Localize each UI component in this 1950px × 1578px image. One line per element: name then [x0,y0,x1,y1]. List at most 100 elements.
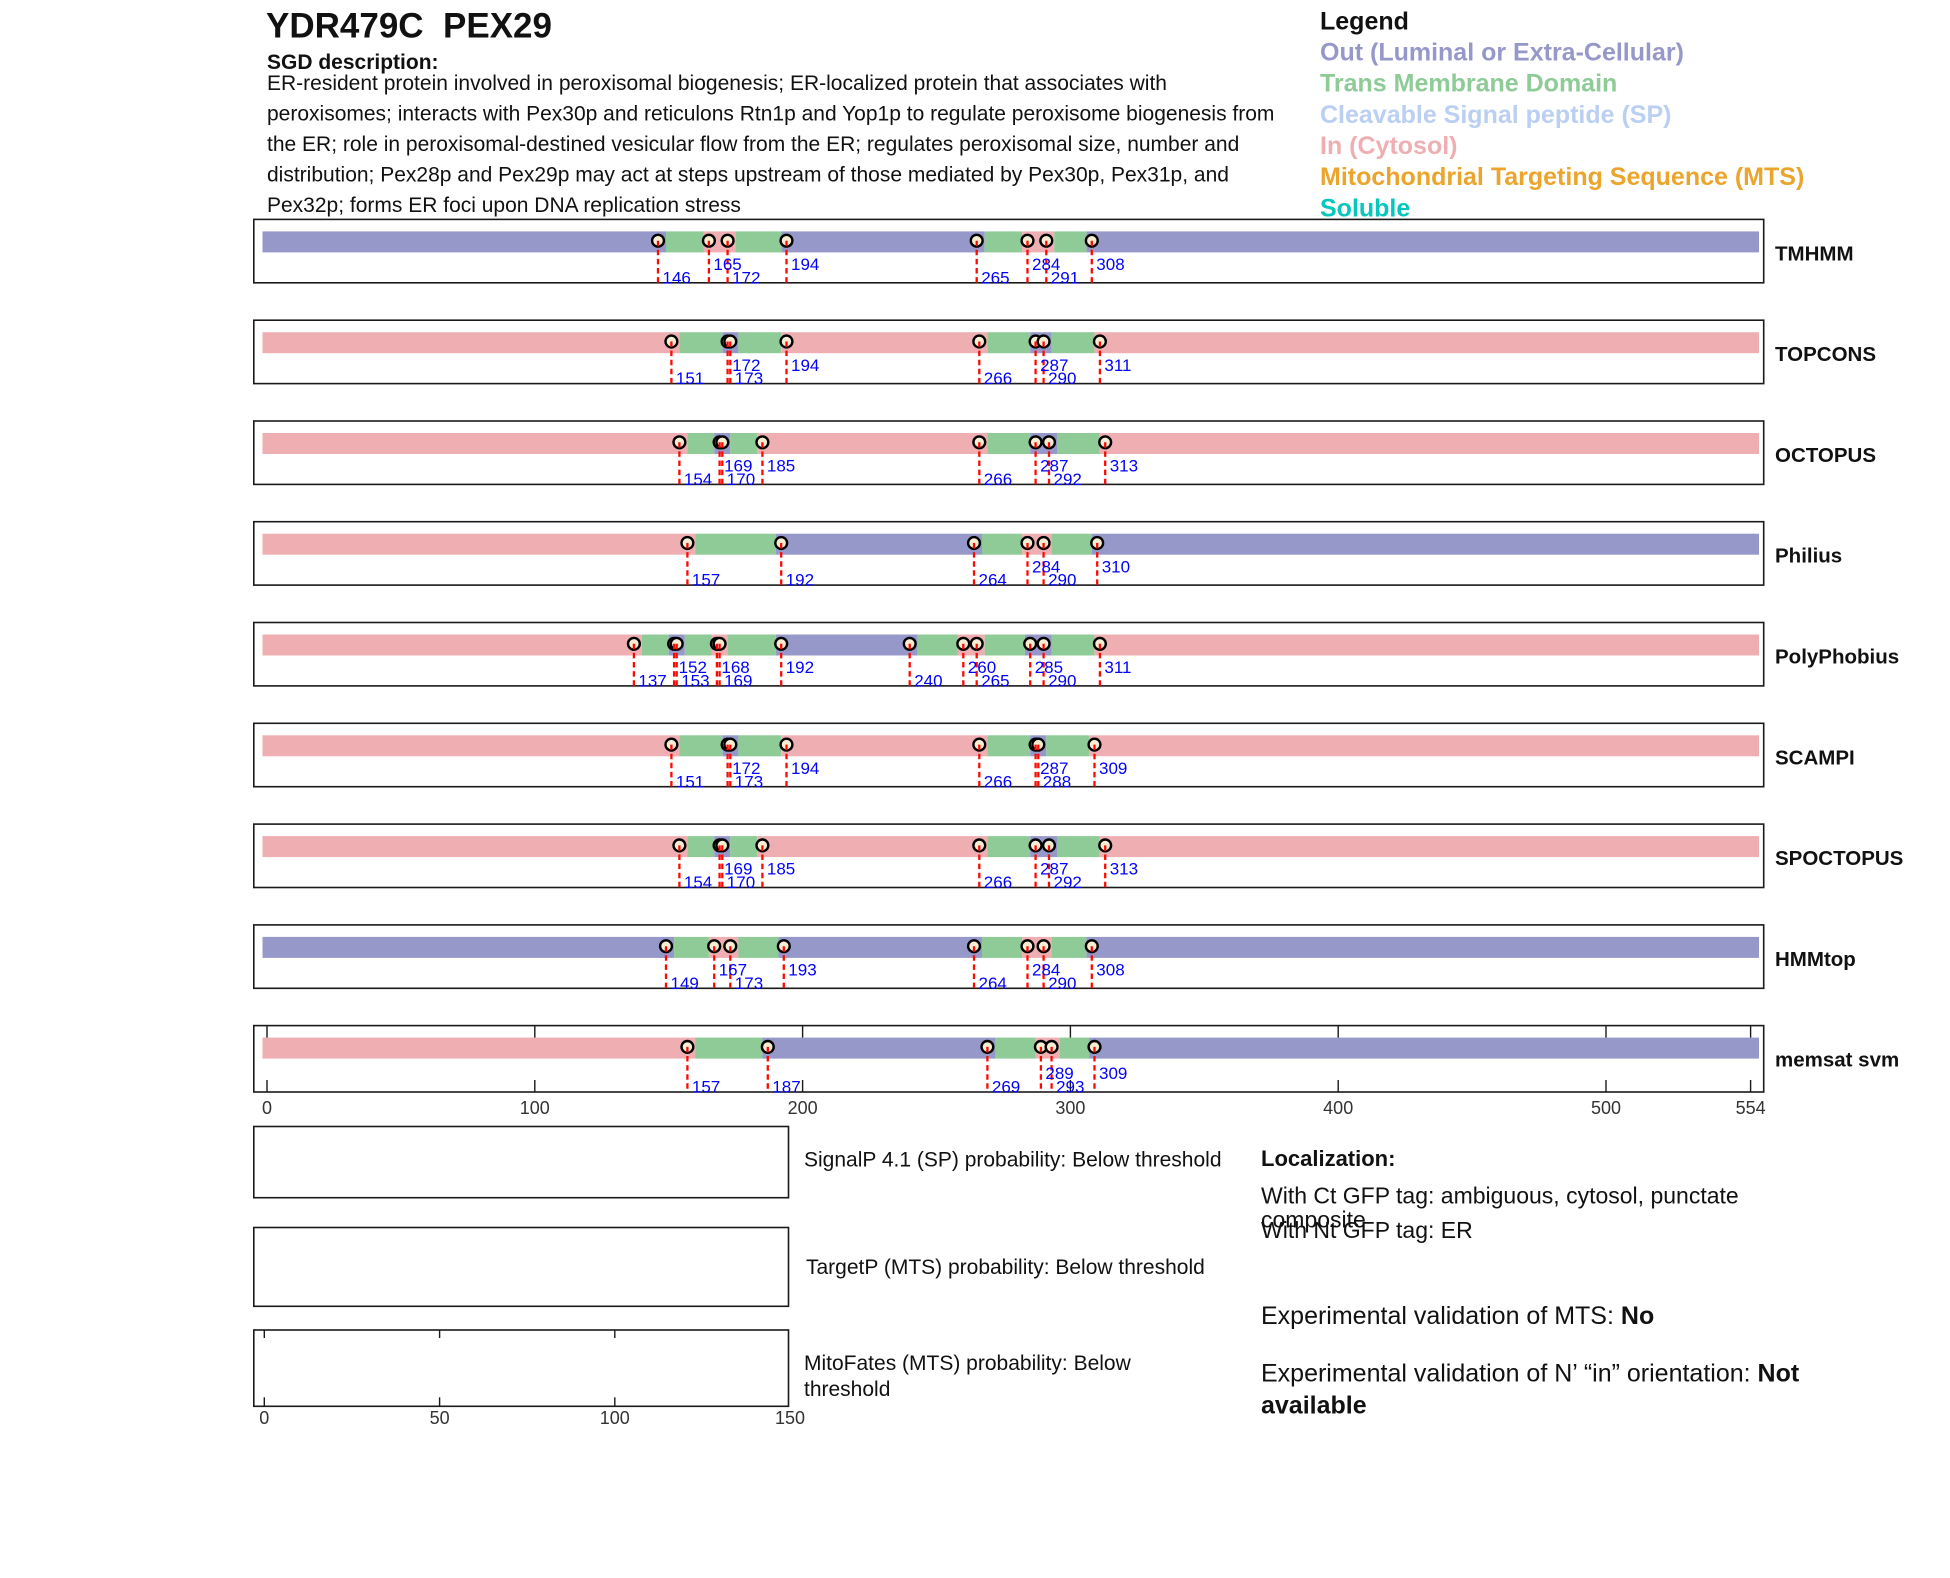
svg-text:285: 285 [1035,658,1063,677]
svg-text:266: 266 [984,369,1012,388]
svg-text:151: 151 [676,772,704,791]
svg-text:SPOCTOPUS: SPOCTOPUS [1775,847,1903,870]
svg-text:157: 157 [692,1078,720,1097]
svg-text:TMHMM: TMHMM [1775,242,1854,265]
svg-text:311: 311 [1104,356,1131,375]
svg-text:peroxisomes; interacts with Pe: peroxisomes; interacts with Pex30p and r… [267,103,1274,126]
svg-text:311: 311 [1104,658,1131,677]
svg-text:169: 169 [724,672,752,691]
svg-text:500: 500 [1591,1098,1621,1118]
svg-text:151: 151 [676,369,704,388]
svg-text:composite: composite [1261,1207,1366,1233]
svg-text:152: 152 [679,658,707,677]
svg-text:100: 100 [520,1098,550,1118]
svg-text:193: 193 [788,961,816,980]
svg-text:the ER; role in peroxisomal-de: the ER; role in peroxisomal-destined ves… [267,133,1239,156]
svg-text:290: 290 [1048,672,1076,691]
svg-text:309: 309 [1099,1064,1127,1083]
svg-text:200: 200 [788,1098,818,1118]
svg-text:146: 146 [663,268,691,287]
svg-text:192: 192 [786,571,814,590]
svg-text:240: 240 [914,672,942,691]
svg-text:153: 153 [681,672,709,691]
svg-text:MitoFates (MTS) probability: B: MitoFates (MTS) probability: Below [804,1352,1132,1375]
svg-text:TargetP (MTS) probability: Bel: TargetP (MTS) probability: Below thresho… [806,1256,1205,1279]
svg-text:threshold: threshold [804,1378,890,1401]
svg-text:167: 167 [719,961,747,980]
svg-text:185: 185 [767,860,795,879]
svg-text:290: 290 [1048,369,1076,388]
svg-text:memsat svm: memsat svm [1775,1049,1899,1072]
svg-text:Experimental validation of MTS: Experimental validation of MTS: No [1261,1302,1654,1330]
svg-text:170: 170 [727,470,755,489]
svg-text:0: 0 [262,1098,272,1118]
svg-text:165: 165 [713,255,741,274]
svg-text:SCAMPI: SCAMPI [1775,746,1855,769]
svg-text:173: 173 [735,772,763,791]
svg-text:With Ct GFP tag: ambiguous, cy: With Ct GFP tag: ambiguous, cytosol, pun… [1261,1183,1739,1209]
svg-text:100: 100 [600,1408,630,1428]
svg-text:194: 194 [791,759,819,778]
svg-text:264: 264 [979,974,1007,993]
svg-text:266: 266 [984,470,1012,489]
svg-text:169: 169 [724,457,752,476]
svg-text:554: 554 [1736,1098,1766,1118]
svg-text:287: 287 [1040,860,1068,879]
svg-text:YDR479C PEX29: YDR479C PEX29 [266,7,552,46]
svg-text:available: available [1261,1392,1367,1420]
svg-text:ER-resident protein involved i: ER-resident protein involved in peroxiso… [267,72,1167,95]
svg-text:SGD description:: SGD description: [267,51,439,74]
svg-text:OCTOPUS: OCTOPUS [1775,444,1876,467]
svg-text:173: 173 [735,974,763,993]
svg-text:Cleavable Signal peptide (SP): Cleavable Signal peptide (SP) [1320,101,1671,129]
svg-text:269: 269 [992,1078,1020,1097]
svg-text:169: 169 [724,860,752,879]
svg-text:290: 290 [1048,571,1076,590]
svg-text:154: 154 [684,470,712,489]
svg-text:265: 265 [981,268,1009,287]
svg-text:Pex32p; forms ER foci upon DNA: Pex32p; forms ER foci upon DNA replicati… [267,194,741,217]
svg-text:266: 266 [984,873,1012,892]
svg-text:154: 154 [684,873,712,892]
svg-text:Legend: Legend [1320,7,1409,35]
svg-text:284: 284 [1032,557,1060,576]
svg-text:308: 308 [1096,255,1124,274]
svg-text:194: 194 [791,255,819,274]
svg-text:293: 293 [1056,1078,1084,1097]
svg-text:Mitochondrial Targeting Sequen: Mitochondrial Targeting Sequence (MTS) [1320,163,1804,191]
svg-text:168: 168 [721,658,749,677]
svg-text:Localization:: Localization: [1261,1146,1395,1171]
svg-text:173: 173 [735,369,763,388]
svg-text:157: 157 [692,571,720,590]
svg-text:149: 149 [671,974,699,993]
svg-text:PolyPhobius: PolyPhobius [1775,646,1899,669]
svg-text:287: 287 [1040,759,1068,778]
svg-text:310: 310 [1102,557,1130,576]
svg-text:192: 192 [786,658,814,677]
svg-text:265: 265 [981,672,1009,691]
svg-text:0: 0 [259,1408,269,1428]
svg-text:291: 291 [1051,268,1079,287]
svg-text:With Nt GFP tag: ER: With Nt GFP tag: ER [1261,1217,1473,1243]
svg-text:288: 288 [1043,772,1071,791]
svg-text:Out (Luminal or Extra-Cellular: Out (Luminal or Extra-Cellular) [1320,38,1684,66]
svg-text:266: 266 [984,772,1012,791]
svg-text:172: 172 [732,759,760,778]
svg-text:SignalP 4.1 (SP) probability:: SignalP 4.1 (SP) probability: Below thre… [804,1148,1222,1171]
svg-text:292: 292 [1054,873,1082,892]
svg-text:284: 284 [1032,255,1060,274]
svg-text:Trans Membrane Domain: Trans Membrane Domain [1320,70,1617,98]
svg-text:313: 313 [1110,457,1138,476]
svg-text:284: 284 [1032,961,1060,980]
svg-text:194: 194 [791,356,819,375]
svg-text:172: 172 [732,356,760,375]
svg-text:308: 308 [1096,961,1124,980]
svg-text:50: 50 [430,1408,450,1428]
svg-text:290: 290 [1048,974,1076,993]
svg-text:Experimental validation of N’: Experimental validation of N’ “in” orien… [1261,1359,1800,1387]
svg-text:150: 150 [775,1408,805,1428]
svg-text:289: 289 [1045,1064,1073,1083]
svg-text:172: 172 [732,268,760,287]
svg-text:170: 170 [727,873,755,892]
svg-text:185: 185 [767,457,795,476]
